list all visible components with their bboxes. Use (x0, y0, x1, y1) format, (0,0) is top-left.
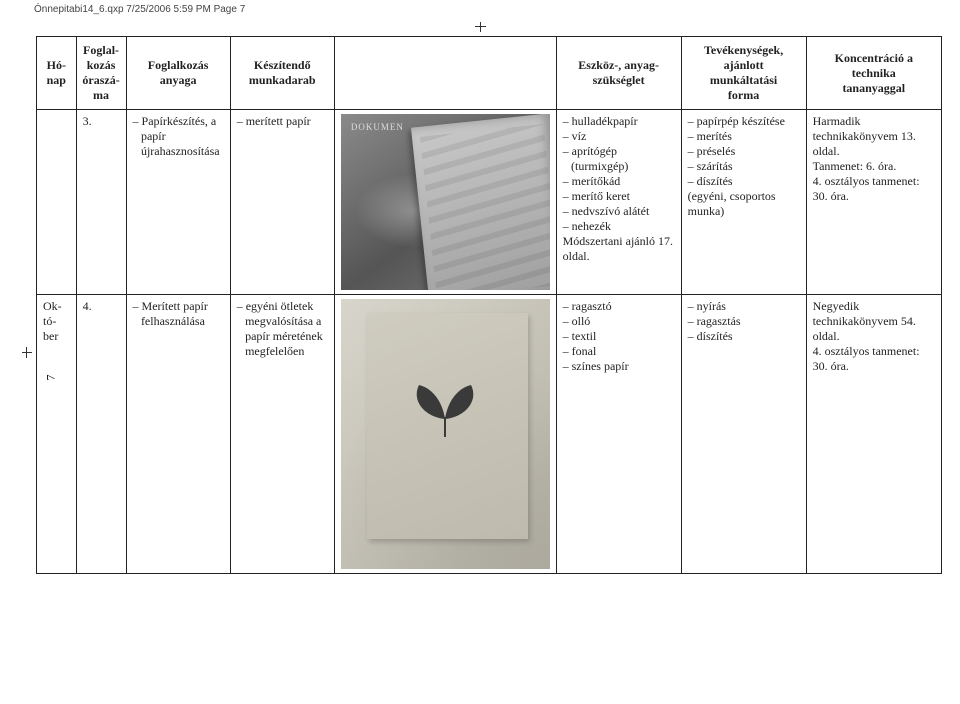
cell-anyaga: Papírkészítés, a papír újrahasznosítása (126, 110, 230, 295)
table-row: 3.Papírkészítés, a papír újrahasznosítás… (37, 110, 942, 295)
col-tev: Tevékenységek,ajánlottmunkáltatásiforma (681, 37, 806, 110)
cell-month (37, 110, 77, 295)
crop-mark-left (22, 352, 32, 353)
cell-num: 3. (76, 110, 126, 295)
photo-tag: DOKUMEN (351, 122, 404, 132)
cell-anyaga: Merített papír felhasználása (126, 295, 230, 574)
col-anyaga: Foglalkozásanyaga (126, 37, 230, 110)
photo-leaf-paper (341, 299, 550, 569)
table-row: Ok-tó-ber4.Merített papír felhasználásae… (37, 295, 942, 574)
col-num: Foglal-kozásóraszá-ma (76, 37, 126, 110)
cell-photo (334, 295, 556, 574)
col-month: Hó-nap (37, 37, 77, 110)
col-konc: Koncentráció atechnikatananyaggal (806, 37, 941, 110)
photo-paper-stack: DOKUMEN (341, 114, 550, 290)
ginkgo-leaf-icon (405, 375, 485, 449)
crop-mark-top (480, 22, 481, 32)
col-eszkoz: Eszköz-, anyag-szükséglet (556, 37, 681, 110)
cell-eszkoz: hulladékpapírvízaprítógép (turmixgép)mer… (556, 110, 681, 295)
curriculum-table: Hó-nap Foglal-kozásóraszá-ma Foglalkozás… (36, 36, 942, 574)
cell-keszit: egyéni ötletek megvalósítása a papír mér… (230, 295, 334, 574)
cell-num: 4. (76, 295, 126, 574)
col-photo (334, 37, 556, 110)
col-keszit: Készítendőmunkadarab (230, 37, 334, 110)
cell-tev: nyírásragasztásdíszítés (681, 295, 806, 574)
cell-month: Ok-tó-ber (37, 295, 77, 574)
page-number: 7 (44, 375, 59, 381)
cell-photo: DOKUMEN (334, 110, 556, 295)
cell-tev: papírpép készítésemerítéspréselésszárítá… (681, 110, 806, 295)
print-meta-header: Ónnepitabi14_6.qxp 7/25/2006 5:59 PM Pag… (0, 0, 960, 15)
cell-konc: Negyedik technikakönyvem 54. oldal.4. os… (806, 295, 941, 574)
cell-konc: Harmadik technikakönyvem 13. oldal.Tanme… (806, 110, 941, 295)
cell-keszit: merített papír (230, 110, 334, 295)
table-header-row: Hó-nap Foglal-kozásóraszá-ma Foglalkozás… (37, 37, 942, 110)
cell-eszkoz: ragasztóollótextilfonalszínes papír (556, 295, 681, 574)
